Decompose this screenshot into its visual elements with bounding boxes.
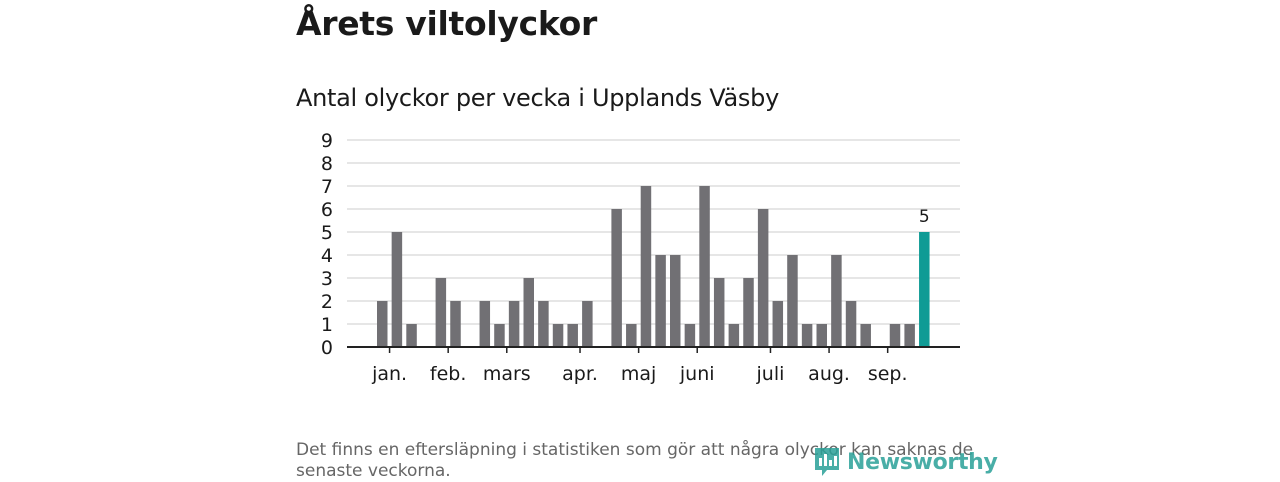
bar[interactable]	[640, 186, 652, 347]
bar[interactable]	[743, 278, 754, 347]
bar[interactable]	[538, 301, 549, 347]
y-tick-label: 0	[321, 337, 333, 359]
bar[interactable]	[377, 301, 388, 347]
bar[interactable]	[860, 324, 871, 347]
bar[interactable]	[435, 278, 447, 347]
y-tick-label: 5	[321, 222, 333, 244]
bar[interactable]	[494, 324, 505, 347]
newsworthy-logo-icon	[815, 448, 839, 476]
footnote: Det finns en eftersläpning i statistiken…	[296, 440, 974, 481]
highlight-data-label: 5	[919, 207, 930, 227]
bar[interactable]	[801, 324, 813, 347]
brand-name: Newsworthy	[847, 449, 998, 475]
bar-highlight[interactable]	[919, 232, 930, 347]
bar[interactable]	[831, 255, 842, 347]
bar[interactable]	[582, 301, 593, 347]
y-tick-label: 1	[321, 314, 333, 336]
x-tick-label: mars	[483, 363, 531, 385]
x-tick-label: jan.	[371, 363, 407, 385]
y-tick-label: 8	[321, 153, 333, 175]
grid-lines	[347, 139, 960, 325]
y-tick-label: 6	[321, 199, 333, 221]
bar[interactable]	[816, 324, 828, 347]
bar[interactable]	[626, 324, 637, 347]
bars	[377, 186, 930, 347]
x-tick-label: maj	[621, 363, 656, 385]
y-tick-label: 2	[321, 291, 333, 313]
bar[interactable]	[845, 301, 857, 347]
bar[interactable]	[889, 324, 901, 347]
bar[interactable]	[787, 255, 798, 347]
y-tick-label: 3	[321, 268, 333, 290]
bar[interactable]	[904, 324, 915, 347]
x-tick-label: sep.	[868, 363, 908, 385]
bar[interactable]	[523, 278, 535, 347]
bar[interactable]	[728, 324, 740, 347]
y-tick-label: 4	[321, 245, 333, 267]
x-tick-label: juni	[679, 363, 715, 385]
x-tick-label: aug.	[808, 363, 850, 385]
x-tick-label: juli	[756, 363, 785, 385]
bar[interactable]	[713, 278, 725, 347]
bar[interactable]	[391, 232, 403, 347]
bar[interactable]	[552, 324, 564, 347]
y-tick-label: 7	[321, 176, 333, 198]
y-tick-label: 9	[321, 130, 333, 152]
x-tick-label: feb.	[430, 363, 466, 385]
bar[interactable]	[611, 209, 622, 347]
bar[interactable]	[757, 209, 769, 347]
page-title: Årets viltolyckor	[296, 4, 597, 43]
bar[interactable]	[450, 301, 461, 347]
bar[interactable]	[772, 301, 784, 347]
brand-logo[interactable]: Newsworthy	[813, 446, 998, 478]
bar[interactable]	[406, 324, 417, 347]
bar[interactable]	[655, 255, 666, 347]
chart-title: Antal olyckor per vecka i Upplands Väsby	[296, 84, 779, 112]
x-axis-ticks: jan. feb. mars apr. maj juni juli aug. sep.	[371, 347, 908, 385]
bar[interactable]	[699, 186, 710, 347]
x-tick-label: apr.	[562, 363, 598, 385]
bar[interactable]	[670, 255, 681, 347]
bar[interactable]	[567, 324, 578, 347]
bar[interactable]	[684, 324, 696, 347]
bar[interactable]	[479, 301, 491, 347]
bar[interactable]	[508, 301, 520, 347]
